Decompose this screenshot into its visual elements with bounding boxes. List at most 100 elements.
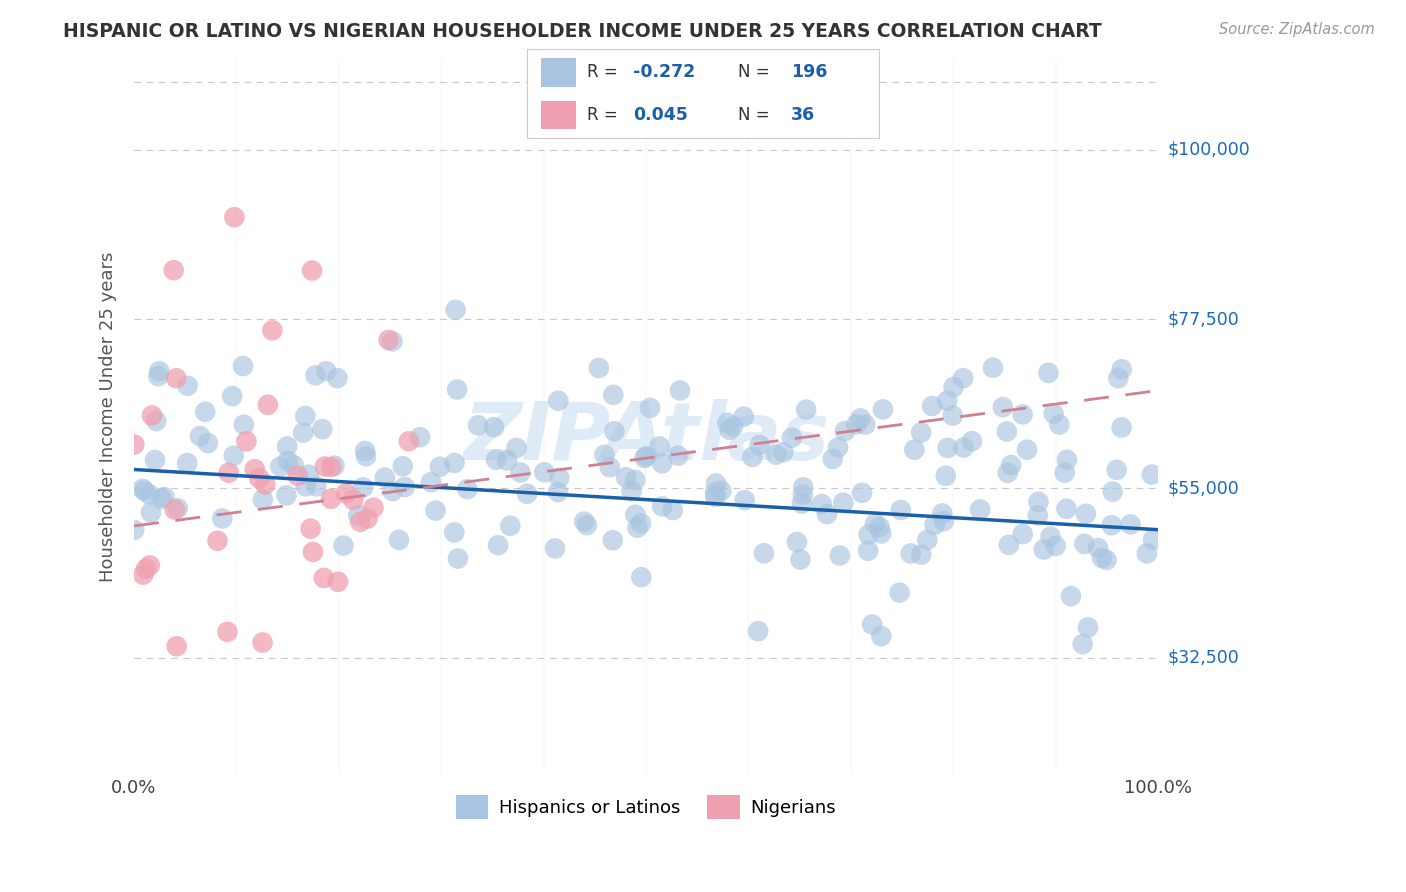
Point (1056, 501, 1078, 516)
Point (860, 617, 883, 632)
Point (602, 533, 624, 548)
Point (890, 503, 912, 517)
Text: $100,000: $100,000 (1167, 141, 1250, 159)
Point (1011, 408, 1033, 422)
Point (166, 501, 188, 516)
Point (910, 548, 932, 562)
Text: $77,500: $77,500 (1167, 310, 1240, 328)
Point (398, 434, 420, 449)
Point (163, 263, 186, 277)
Point (748, 438, 770, 452)
Point (991, 400, 1014, 414)
Point (150, 491, 173, 506)
Point (326, 574, 349, 589)
Point (872, 402, 894, 417)
Point (505, 441, 527, 455)
Point (752, 546, 775, 560)
Point (122, 523, 145, 537)
Point (718, 423, 741, 437)
Point (651, 500, 673, 514)
Point (429, 459, 451, 474)
Point (311, 422, 333, 436)
Point (124, 437, 146, 451)
Point (456, 482, 478, 496)
Point (704, 490, 727, 504)
Point (163, 502, 186, 516)
Point (716, 416, 738, 430)
Point (486, 538, 509, 552)
Point (547, 393, 569, 408)
Text: R =: R = (588, 106, 617, 124)
Point (247, 471, 270, 485)
Point (257, 398, 280, 412)
Point (1047, 417, 1070, 432)
Point (499, 518, 522, 533)
Point (1095, 553, 1118, 567)
Point (516, 487, 538, 501)
Point (302, 545, 325, 559)
Point (299, 522, 322, 536)
Point (936, 441, 959, 455)
Point (143, 453, 166, 467)
Point (354, 449, 377, 463)
Point (1101, 518, 1123, 533)
Point (1028, 495, 1050, 509)
Point (924, 518, 946, 533)
Legend: Hispanics or Latinos, Nigerians: Hispanics or Latinos, Nigerians (449, 789, 844, 826)
Point (363, 500, 385, 515)
Text: 196: 196 (790, 63, 827, 81)
Text: 0.045: 0.045 (633, 106, 688, 124)
Point (792, 480, 814, 494)
Point (772, 445, 794, 459)
Point (900, 546, 922, 560)
Point (315, 364, 337, 378)
Point (1140, 467, 1163, 482)
Point (1032, 542, 1054, 557)
Point (869, 520, 891, 534)
Point (981, 360, 1004, 375)
Text: -0.272: -0.272 (633, 63, 695, 81)
Point (704, 476, 727, 491)
Point (792, 488, 814, 502)
Point (998, 538, 1021, 552)
Point (166, 640, 188, 654)
Point (1119, 517, 1142, 532)
Point (321, 460, 343, 475)
Point (294, 409, 316, 423)
Point (276, 488, 298, 502)
Point (509, 466, 531, 480)
Point (252, 492, 274, 507)
Point (224, 211, 246, 225)
Point (243, 462, 266, 476)
Point (1107, 371, 1129, 385)
Point (651, 456, 673, 470)
Point (131, 482, 153, 496)
Point (636, 450, 658, 464)
Point (997, 466, 1019, 480)
Point (217, 624, 239, 639)
Point (388, 533, 411, 547)
Point (593, 448, 616, 462)
Point (165, 371, 187, 385)
Point (197, 436, 219, 450)
Point (394, 480, 416, 494)
Point (952, 441, 974, 455)
Point (1000, 458, 1022, 472)
Point (145, 414, 167, 428)
Point (1136, 546, 1159, 560)
Point (704, 485, 727, 500)
Point (425, 503, 447, 517)
Point (446, 383, 468, 397)
Point (603, 425, 626, 439)
Point (194, 405, 217, 419)
Point (277, 454, 299, 468)
Point (572, 515, 595, 529)
Point (960, 434, 983, 449)
Point (666, 449, 689, 463)
Text: $55,000: $55,000 (1167, 479, 1240, 498)
Point (323, 458, 346, 473)
Point (447, 551, 470, 566)
Point (827, 441, 849, 455)
Point (932, 514, 955, 528)
Point (496, 453, 519, 467)
